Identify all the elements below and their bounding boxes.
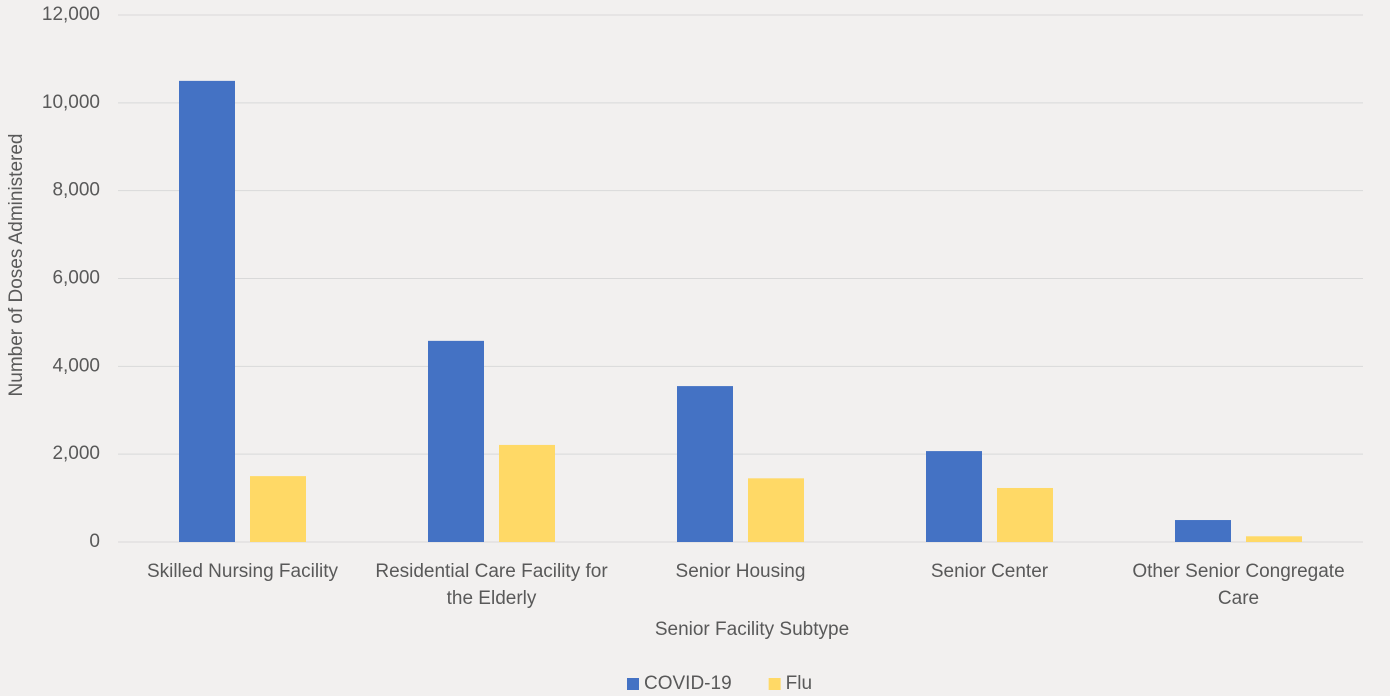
x-tick-label: Skilled Nursing Facility: [146, 561, 339, 582]
y-tick-label: 6,000: [52, 268, 100, 289]
x-tick-label: Other Senior Congregate Care: [1132, 561, 1345, 609]
legend-label: COVID-19: [644, 673, 732, 694]
bar: [179, 80, 235, 542]
y-tick-label: 0: [89, 531, 100, 552]
y-tick-label: 10,000: [42, 92, 100, 113]
bar: [997, 487, 1053, 542]
y-tick-label: 8,000: [52, 180, 100, 201]
bar: [926, 451, 982, 542]
x-axis-title: Senior Facility Subtype: [655, 619, 849, 640]
bar: [748, 478, 804, 542]
x-tick-label: Senior Center: [930, 561, 1049, 582]
bar: [1246, 536, 1302, 542]
y-tick-label: 12,000: [42, 4, 100, 25]
y-tick-label: 2,000: [52, 443, 100, 464]
bar: [428, 340, 484, 542]
y-axis-title: Number of Doses Administered: [6, 134, 27, 397]
bar: [499, 444, 555, 542]
bar: [677, 386, 733, 542]
x-tick-label: Residential Care Facility for the Elderl…: [375, 561, 608, 609]
y-tick-label: 4,000: [52, 355, 100, 376]
bar: [250, 476, 306, 542]
bar: [1175, 520, 1231, 542]
legend-swatch: [627, 678, 639, 690]
legend-label: Flu: [786, 673, 812, 694]
x-tick-label: Senior Housing: [675, 561, 806, 582]
legend-swatch: [768, 678, 781, 690]
